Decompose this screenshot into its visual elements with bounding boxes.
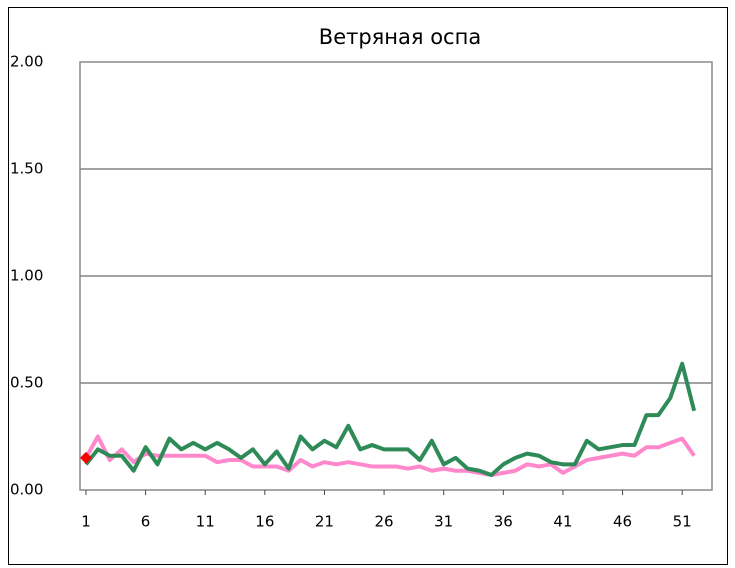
x-tick-label: 11 <box>196 513 215 531</box>
y-tick-label: 2.00 <box>10 53 43 71</box>
y-tick-label: 1.00 <box>10 267 43 285</box>
x-tick-label: 41 <box>553 513 572 531</box>
x-tick-label: 46 <box>613 513 632 531</box>
marker <box>79 451 92 464</box>
x-tick-label: 6 <box>141 513 151 531</box>
series-line <box>84 434 696 478</box>
y-tick-label: 1.50 <box>10 160 43 178</box>
x-tick-label: 21 <box>315 513 334 531</box>
x-tick-label: 51 <box>673 513 692 531</box>
x-tick-label: 16 <box>255 513 274 531</box>
y-tick-label: 0.00 <box>10 481 43 499</box>
chart-border <box>8 7 728 565</box>
chart-title: Ветряная оспа <box>319 25 481 49</box>
x-tick-label: 26 <box>375 513 394 531</box>
x-tick-label: 31 <box>434 513 453 531</box>
series-line <box>84 361 697 478</box>
x-tick-label: 36 <box>494 513 513 531</box>
x-tick-label: 1 <box>81 513 91 531</box>
y-tick-label: 0.50 <box>10 374 43 392</box>
plot-border <box>79 61 713 491</box>
